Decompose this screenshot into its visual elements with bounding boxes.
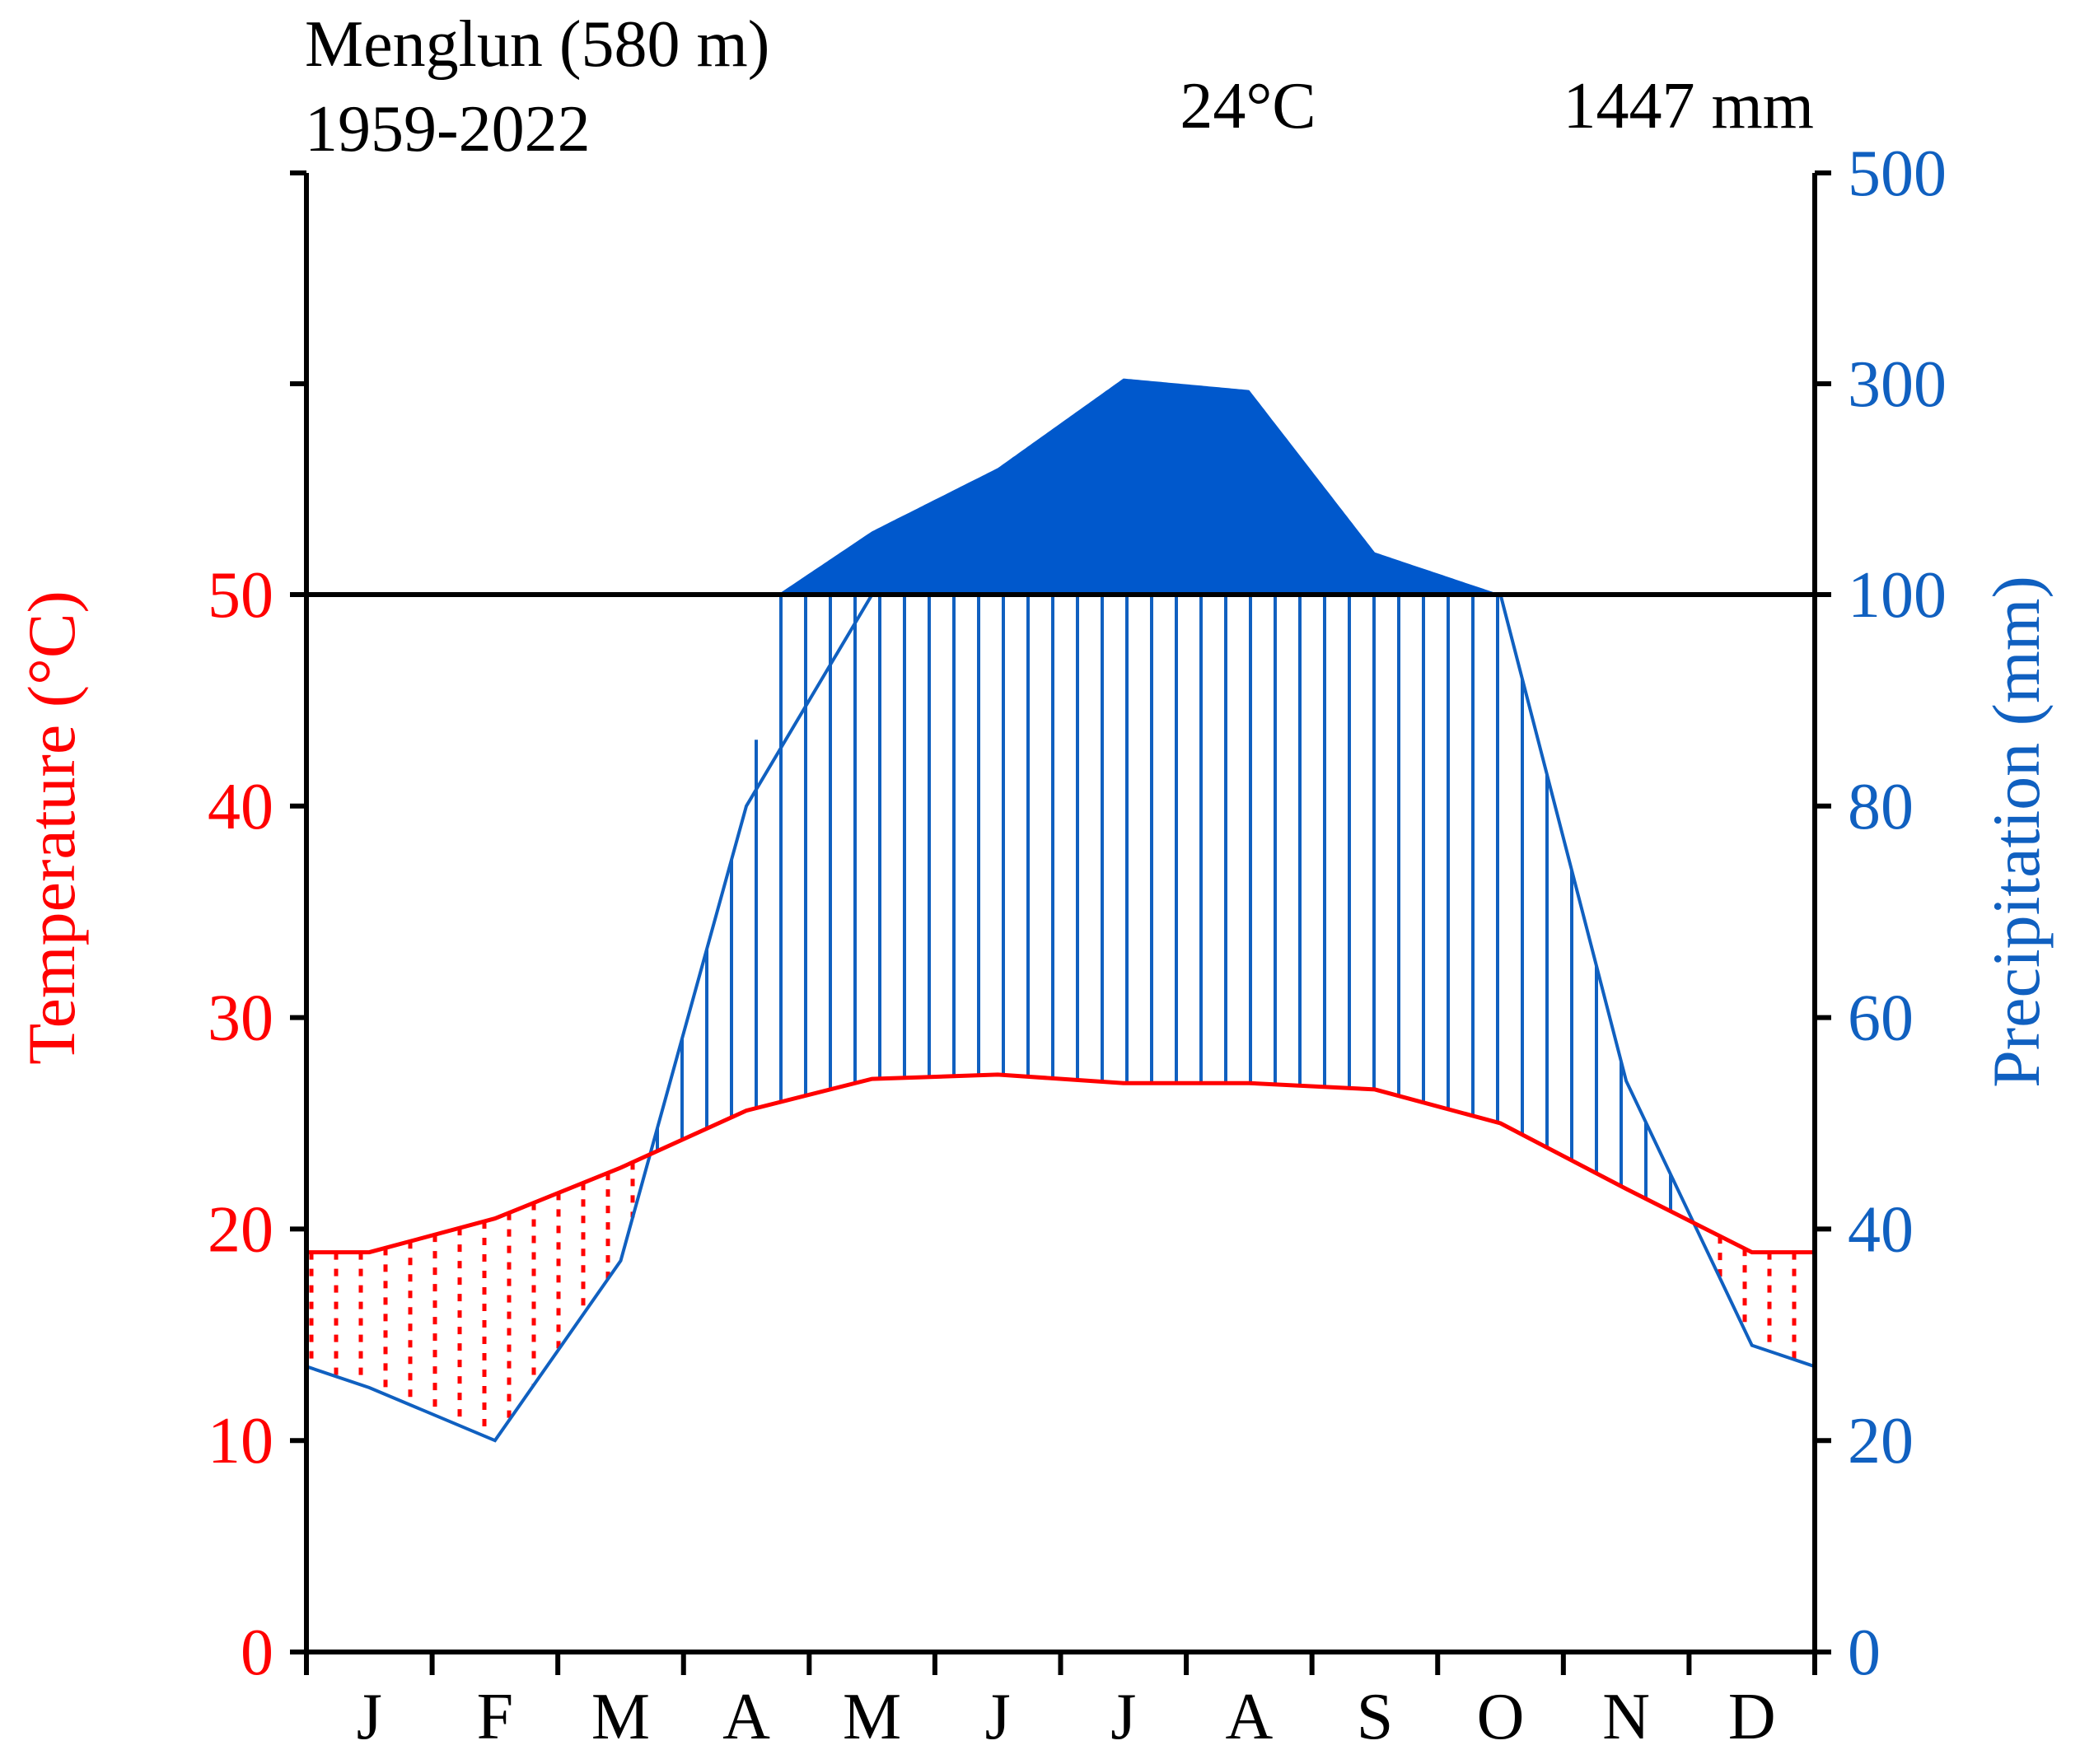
left-tick-label: 0 [241, 1617, 273, 1689]
right-tick-label: 500 [1848, 138, 1947, 210]
annual-precipitation-label: 1447 mm [1563, 70, 1814, 142]
station-title: Menglun (580 m) [305, 8, 769, 81]
right-tick-label: 20 [1848, 1405, 1914, 1477]
right-tick-label: 0 [1848, 1617, 1881, 1689]
right-tick-label: 40 [1848, 1193, 1914, 1266]
precipitation-axis-label: Precipitation (mm) [1979, 576, 2054, 1088]
fill-layer [306, 378, 1815, 595]
mean-temperature-label: 24°C [1180, 70, 1316, 142]
month-label: A [1225, 1681, 1273, 1753]
left-tick-label: 50 [208, 559, 273, 632]
month-label: D [1728, 1681, 1776, 1753]
month-label: J [985, 1681, 1011, 1753]
precipitation-excess-area [306, 378, 1815, 595]
month-label: A [722, 1681, 770, 1753]
month-label: O [1477, 1681, 1525, 1753]
precipitation-series-line [306, 593, 1816, 1443]
temperature-axis-label: Temperature (°C) [14, 590, 89, 1065]
right-tick-label: 80 [1848, 771, 1914, 843]
left-tick-label: 10 [208, 1405, 273, 1477]
month-label: M [591, 1681, 650, 1753]
month-label: S [1357, 1681, 1394, 1753]
right-tick-label: 300 [1848, 348, 1947, 421]
month-label: N [1602, 1681, 1650, 1753]
right-tick-label: 100 [1848, 559, 1947, 632]
month-label: J [357, 1681, 382, 1753]
period-label: 1959-2022 [305, 93, 591, 166]
temperature-series-line [306, 1072, 1815, 1255]
hatch-layer [309, 595, 1797, 1436]
left-tick-label: 20 [208, 1193, 273, 1266]
month-label: F [477, 1681, 514, 1753]
right-tick-label: 60 [1848, 982, 1914, 1055]
series-layer [306, 593, 1816, 1443]
month-label: J [1110, 1681, 1136, 1753]
left-tick-label: 40 [208, 771, 273, 843]
left-tick-label: 30 [208, 982, 273, 1055]
month-label: M [843, 1681, 901, 1753]
